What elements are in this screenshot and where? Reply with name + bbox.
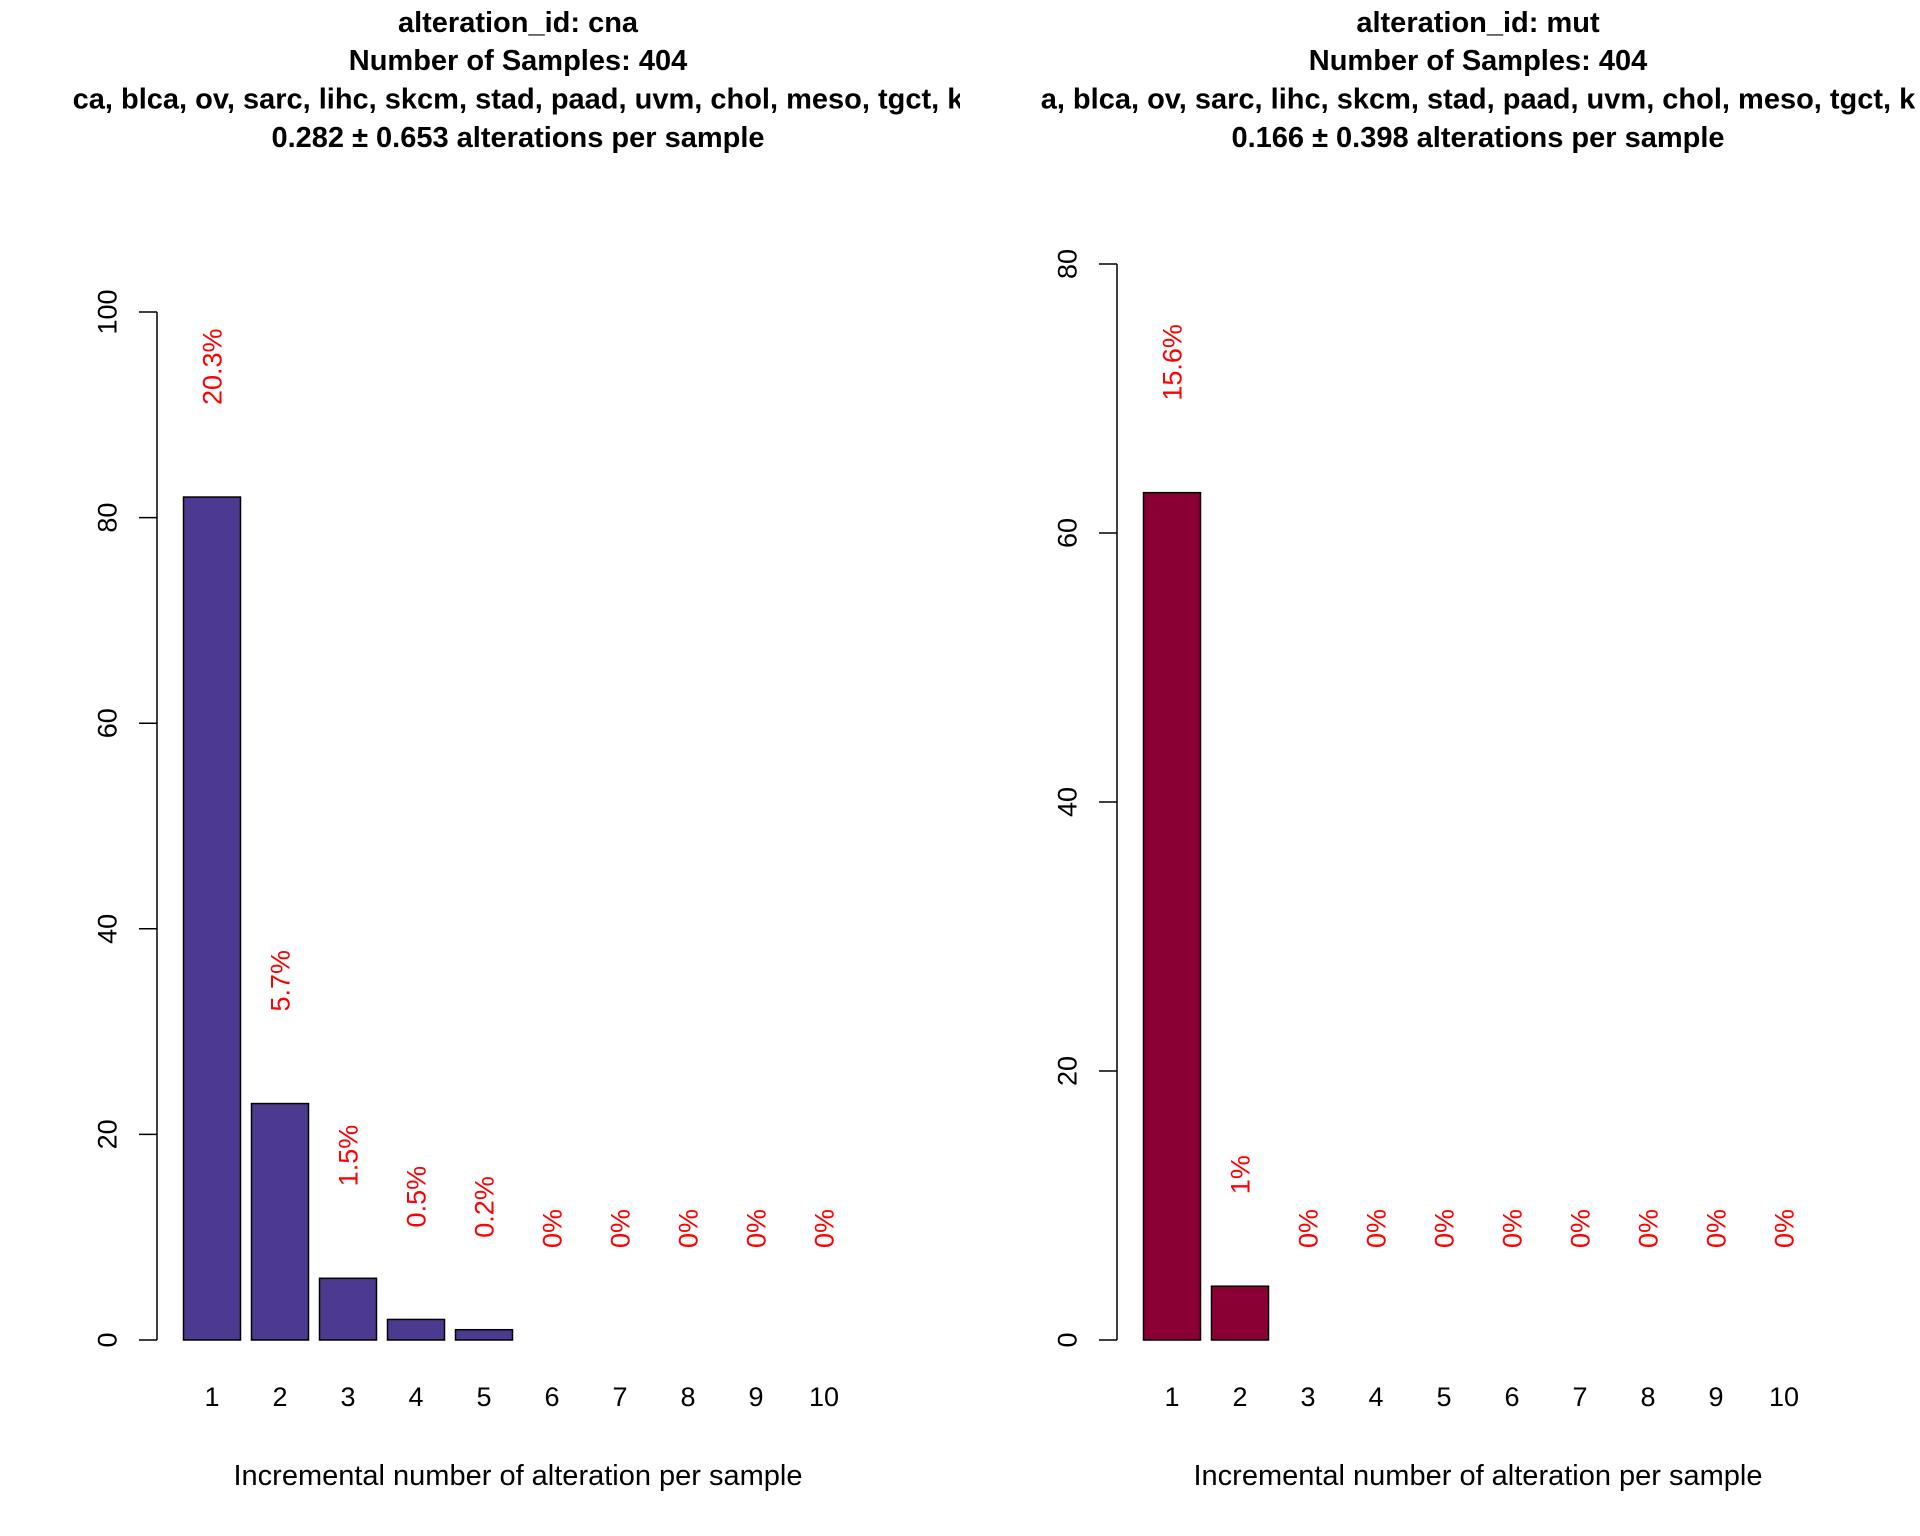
x-tick-label: 4 (408, 1382, 423, 1412)
chart-subtitle: Number of Samples: 404 (349, 45, 687, 77)
bar (386, 1318, 446, 1341)
x-tick-label: 7 (1572, 1382, 1587, 1412)
bar-annotation: 0.2% (469, 1176, 499, 1238)
x-tick-label: 8 (680, 1382, 695, 1412)
bar (250, 1102, 310, 1341)
x-tick-label: 5 (1436, 1382, 1451, 1412)
y-tick-label: 60 (92, 708, 122, 738)
x-tick-label: 1 (1164, 1382, 1179, 1412)
x-axis-label: Incremental number of alteration per sam… (233, 1460, 802, 1492)
bar-annotation: 0% (1565, 1209, 1595, 1248)
chart-subtitle: 0.166 ± 0.398 alterations per sample (1231, 122, 1724, 154)
bar-annotation: 0% (809, 1209, 839, 1248)
y-tick-label: 60 (1052, 518, 1082, 548)
x-tick-label: 6 (544, 1382, 559, 1412)
y-tick-label: 20 (1052, 1056, 1082, 1086)
x-tick-label: 10 (1769, 1382, 1799, 1412)
x-axis-label: Incremental number of alteration per sam… (1193, 1460, 1762, 1492)
bar (1210, 1285, 1270, 1341)
chart-panel: alteration_id: cna Number of Samples: 404… (73, 7, 965, 1492)
bar-annotation: 0% (1497, 1209, 1527, 1248)
x-tick-label: 7 (612, 1382, 627, 1412)
bar-annotation: 1.5% (333, 1125, 363, 1187)
titles: alteration_id: mut Number of Samples: 404… (1041, 7, 1916, 154)
y-tick-label: 100 (92, 289, 122, 334)
bar-annotation: 20.3% (197, 328, 227, 405)
bar-annotation: 0% (741, 1209, 771, 1248)
bar-annotation: 0% (1701, 1209, 1731, 1248)
x-tick-label: 4 (1368, 1382, 1383, 1412)
chart-subtitle: 0.282 ± 0.653 alterations per sample (271, 122, 764, 154)
y-tick-label: 40 (1052, 787, 1082, 817)
x-tick-label: 1 (204, 1382, 219, 1412)
y-tick-label: 80 (1052, 249, 1082, 279)
bar (182, 496, 242, 1341)
bar (454, 1328, 514, 1341)
bar-annotation: 15.6% (1157, 324, 1187, 401)
x-tick-label: 2 (1232, 1382, 1247, 1412)
bar-annotation: 0% (605, 1209, 635, 1248)
y-tick-label: 0 (1052, 1332, 1082, 1347)
y-tick-label: 20 (92, 1119, 122, 1149)
bar-annotation: 0% (1293, 1209, 1323, 1248)
bar-annotation: 5.7% (265, 950, 295, 1012)
chart-title: alteration_id: cna (398, 7, 639, 39)
x-tick-label: 3 (340, 1382, 355, 1412)
x-tick-label: 2 (272, 1382, 287, 1412)
chart-title: alteration_id: mut (1356, 7, 1600, 39)
bar-annotation: 0.5% (401, 1166, 431, 1228)
bar-annotation: 1% (1225, 1155, 1255, 1194)
bar-annotation: 0% (1769, 1209, 1799, 1248)
y-tick-label: 80 (92, 503, 122, 533)
y-tick-label: 0 (92, 1332, 122, 1347)
chart-panel: alteration_id: mut Number of Samples: 404… (1041, 7, 1916, 1492)
bar-annotation: 0% (1361, 1209, 1391, 1248)
chart-subtitle: a, blca, ov, sarc, lihc, skcm, stad, paa… (1041, 84, 1916, 116)
x-tick-label: 9 (748, 1382, 763, 1412)
y-tick-label: 40 (92, 914, 122, 944)
chart-subtitle: ca, blca, ov, sarc, lihc, skcm, stad, pa… (73, 84, 965, 116)
titles: alteration_id: cna Number of Samples: 404… (73, 7, 965, 154)
x-tick-label: 6 (1504, 1382, 1519, 1412)
x-tick-label: 10 (809, 1382, 839, 1412)
bar-annotation: 0% (1633, 1209, 1663, 1248)
x-tick-label: 3 (1300, 1382, 1315, 1412)
x-tick-label: 5 (476, 1382, 491, 1412)
bar (1142, 491, 1202, 1341)
bar-annotation: 0% (1429, 1209, 1459, 1248)
bar-annotation: 0% (673, 1209, 703, 1248)
x-tick-label: 8 (1640, 1382, 1655, 1412)
bar-annotation: 0% (537, 1209, 567, 1248)
bar (318, 1277, 378, 1341)
chart-subtitle: Number of Samples: 404 (1309, 45, 1647, 77)
x-tick-label: 9 (1708, 1382, 1723, 1412)
